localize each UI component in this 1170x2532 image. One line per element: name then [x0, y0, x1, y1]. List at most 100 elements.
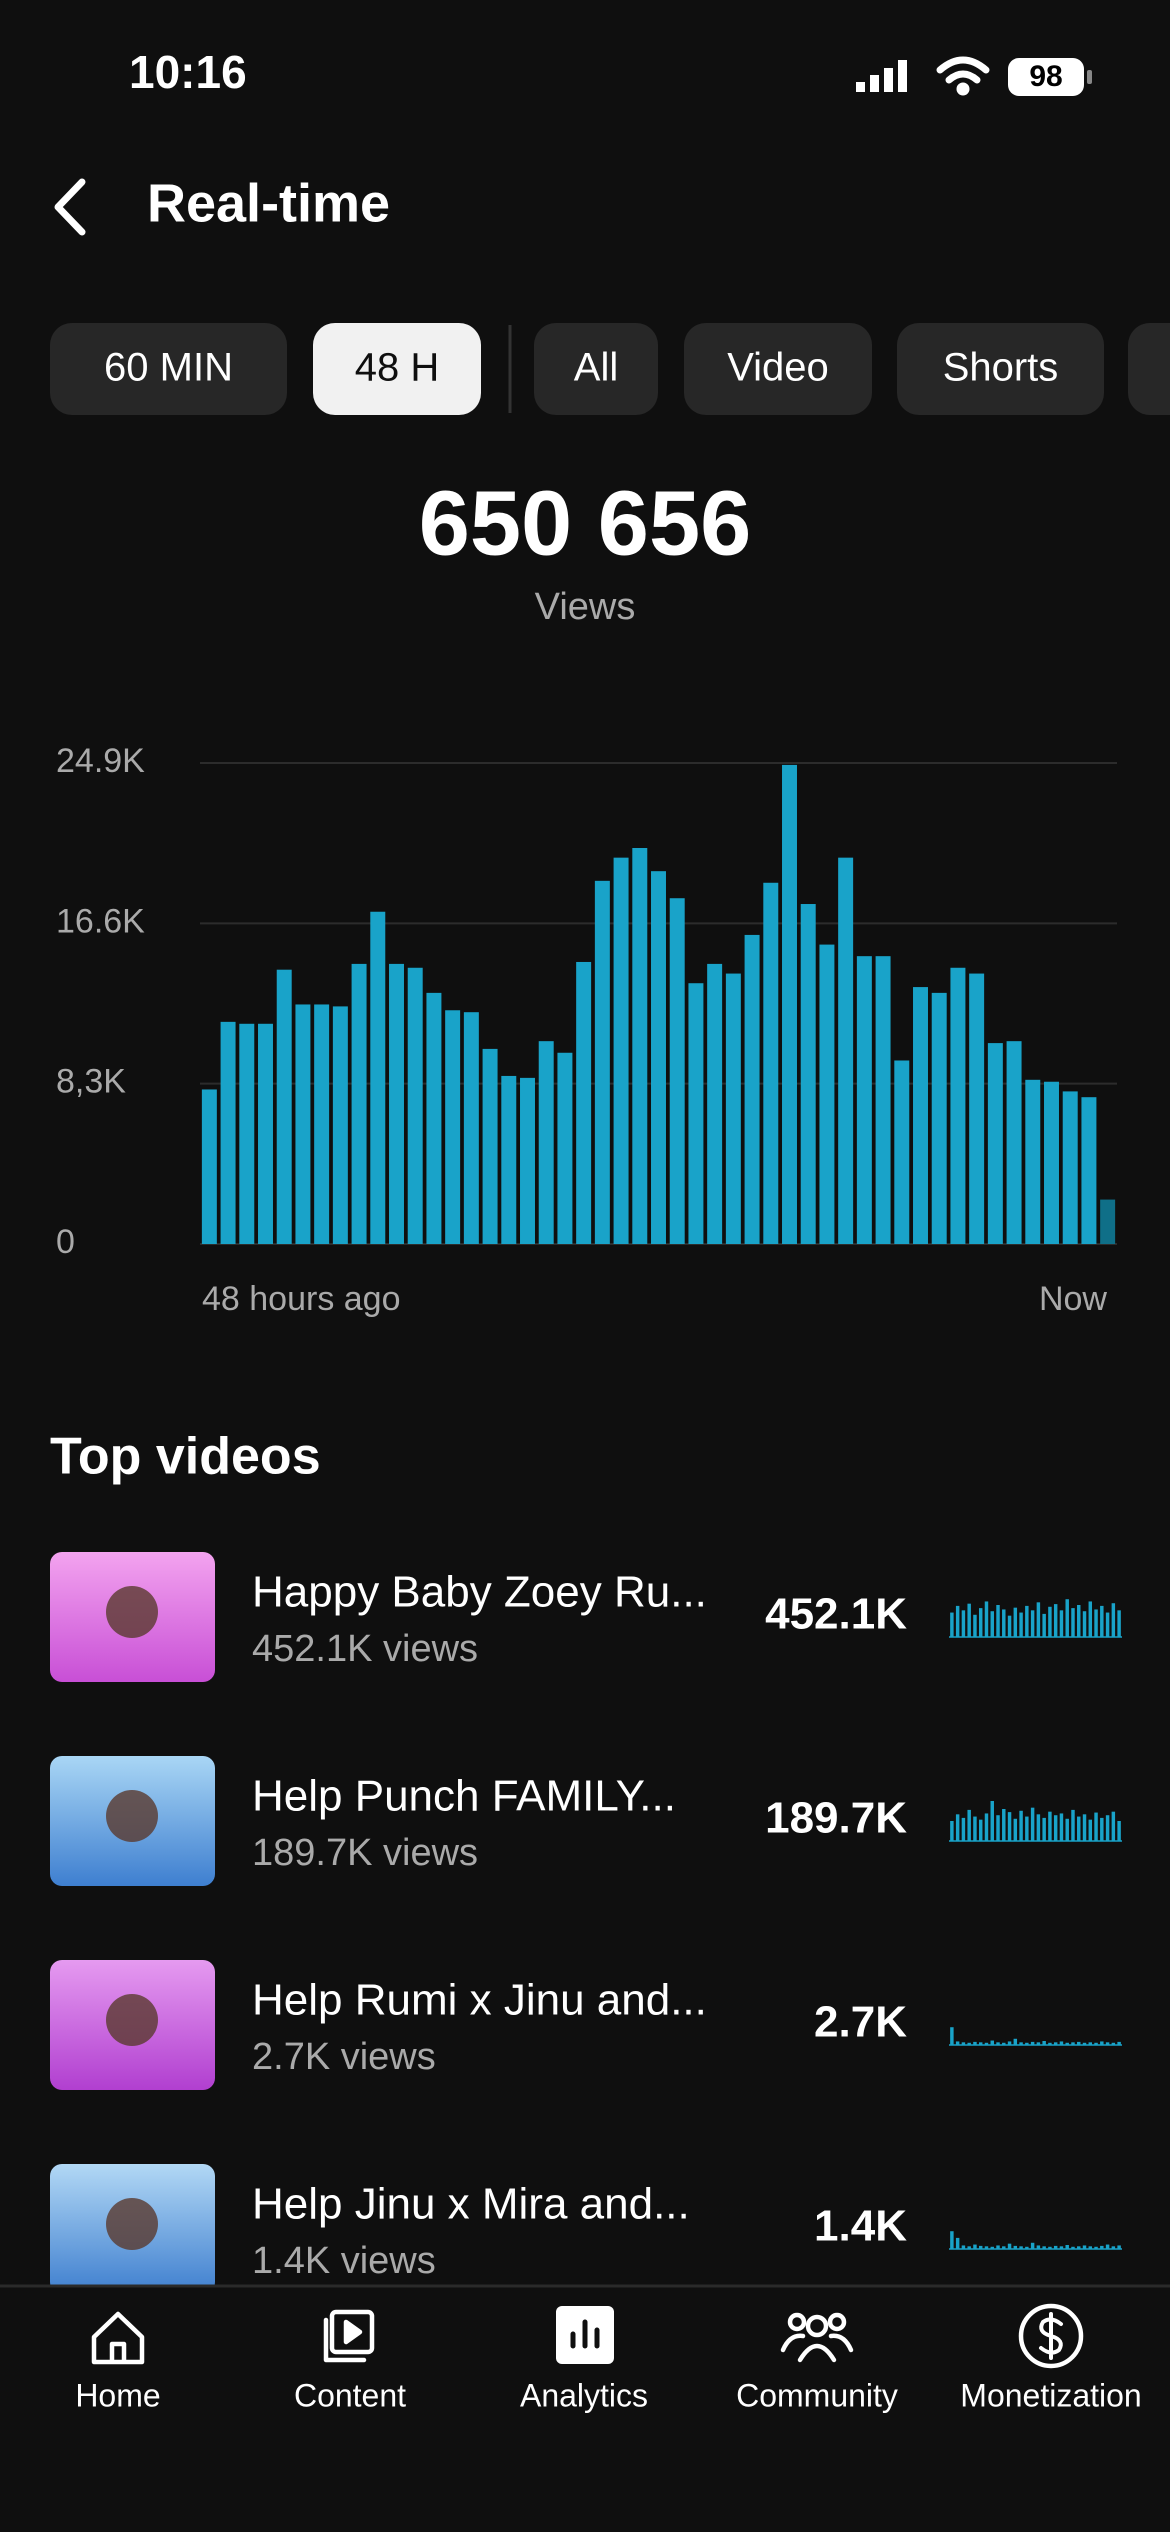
spark-bar: [1019, 1612, 1023, 1637]
chip-label: 48 H: [355, 346, 440, 390]
spark-bar: [996, 1605, 1000, 1637]
nav-label[interactable]: Home: [75, 2377, 160, 2413]
back-button[interactable]: [54, 178, 86, 236]
bar: [314, 1004, 330, 1244]
x-tick-label: 48 hours ago: [202, 1280, 401, 1318]
spark-bar: [1105, 2042, 1110, 2045]
bar: [707, 963, 723, 1244]
y-tick-label: 0: [56, 1223, 75, 1261]
filter-chip[interactable]: 48 H: [313, 323, 481, 415]
spark-bar: [1019, 1810, 1023, 1841]
nav-label[interactable]: Analytics: [520, 2377, 648, 2413]
spark-bar: [984, 2246, 989, 2249]
spark-bar: [1100, 2245, 1104, 2249]
spark-bar: [1077, 2041, 1081, 2045]
nav-label[interactable]: Community: [736, 2377, 898, 2413]
spark-bar: [1100, 2041, 1104, 2045]
spark-bar: [978, 2245, 983, 2249]
status-time: 10:16: [129, 46, 247, 98]
bar: [819, 944, 835, 1244]
bar: [688, 983, 704, 1244]
spark-bar: [973, 2041, 977, 2045]
thumbnail-figure: [106, 1790, 158, 1842]
nav-label[interactable]: Content: [294, 2377, 406, 2413]
chip-label: Video: [727, 346, 829, 390]
spark-bar: [990, 1611, 994, 1637]
spark-bar: [1082, 2245, 1087, 2249]
chip-label: All: [574, 346, 618, 390]
video-row[interactable]: Help Jinu x Mira and... 1.4K views 1.4K: [50, 2164, 1122, 2294]
filter-chip[interactable]: 60 MIN: [50, 323, 287, 415]
spark-bar: [1002, 1609, 1006, 1637]
spark-bar: [978, 1608, 983, 1637]
filter-chip[interactable]: Shorts: [897, 323, 1104, 415]
spark-bar: [1002, 1809, 1006, 1841]
spark-bar: [1065, 1599, 1069, 1637]
nav-label[interactable]: Monetization: [960, 2377, 1141, 2413]
chip-label: 60 MIN: [104, 346, 233, 390]
community-icon: [780, 2312, 854, 2363]
spark-bar: [1048, 2246, 1052, 2249]
spark-bar: [1071, 2042, 1075, 2045]
spark-bar: [973, 1614, 977, 1637]
spark-bar: [1105, 2244, 1110, 2249]
bar: [389, 963, 404, 1244]
video-row[interactable]: Happy Baby Zoey Ru... 452.1K views 452.1K: [50, 1552, 1122, 1682]
bar: [651, 871, 666, 1244]
spark-bar: [1053, 2245, 1058, 2249]
filter-chip[interactable]: Video: [684, 323, 872, 415]
spark-bar: [1094, 2042, 1098, 2045]
chip-background: [684, 323, 872, 415]
spark-bar: [1117, 2041, 1121, 2045]
video-value: 452.1K: [765, 1590, 907, 1639]
spark-bar: [1042, 2246, 1046, 2249]
spark-bar: [1077, 2246, 1081, 2249]
bar: [557, 1052, 573, 1244]
spark-bar: [1042, 1817, 1046, 1841]
spark-bar: [984, 1813, 989, 1841]
filter-chip-partial[interactable]: [1128, 323, 1170, 415]
spark-bar: [1077, 1605, 1081, 1637]
spark-bar: [961, 2042, 966, 2045]
bar: [1081, 1097, 1097, 1244]
video-row[interactable]: Help Rumi x Jinu and... 2.7K views 2.7K: [50, 1960, 1122, 2090]
bar: [632, 847, 648, 1244]
spark-bar: [1025, 2042, 1029, 2045]
spark-bar: [1013, 2245, 1018, 2249]
bar: [445, 1010, 461, 1244]
bar: [276, 969, 292, 1244]
spark-bar: [961, 1610, 966, 1637]
spark-bar: [1048, 2042, 1052, 2045]
spark-bar: [950, 1612, 954, 1637]
video-title: Help Jinu x Mira and...: [252, 2180, 690, 2229]
spark-bar: [1036, 2245, 1041, 2249]
spark-bar: [1013, 1818, 1018, 1841]
bar: [763, 882, 779, 1244]
spark-bar: [955, 2237, 960, 2249]
spark-bar: [1111, 1811, 1116, 1841]
filter-chip[interactable]: All: [534, 323, 658, 415]
bar: [669, 898, 685, 1244]
spark-bar: [984, 2042, 989, 2045]
thumbnail-figure: [106, 1586, 158, 1638]
spark-bar: [1105, 1612, 1110, 1637]
spark-bar: [984, 1601, 989, 1637]
chip-label: Shorts: [943, 346, 1059, 390]
bar: [463, 1012, 479, 1244]
bar: [838, 857, 854, 1244]
bar: [800, 904, 816, 1244]
bar: [1006, 1041, 1022, 1244]
spark-bar: [1025, 1605, 1029, 1637]
bar: [725, 973, 741, 1244]
spark-bar: [1036, 1814, 1041, 1841]
home-icon: [91, 2311, 145, 2365]
bar: [1044, 1081, 1059, 1244]
content-icon: [323, 2309, 375, 2363]
spark-bar: [1048, 1811, 1052, 1841]
spark-bar: [978, 1819, 983, 1841]
spark-bar: [967, 1809, 971, 1841]
video-row[interactable]: Help Punch FAMILY... 189.7K views 189.7K: [50, 1756, 1122, 1886]
